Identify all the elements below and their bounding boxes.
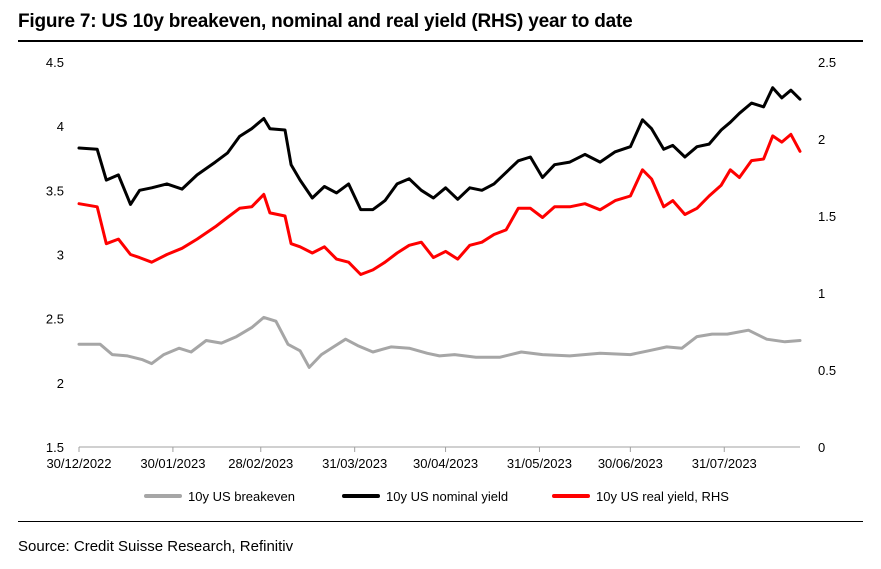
legend-label-real: 10y US real yield, RHS xyxy=(596,488,729,504)
left-tick-label: 2 xyxy=(57,376,64,391)
legend-item-breakeven: 10y US breakeven xyxy=(144,486,295,506)
legend: 10y US breakeven 10y US nominal yield 10… xyxy=(0,486,881,506)
x-tick-label: 31/07/2023 xyxy=(692,456,757,471)
right-tick-label: 2.5 xyxy=(818,55,836,70)
right-tick-label: 0.5 xyxy=(818,363,836,378)
right-tick-label: 1 xyxy=(818,286,825,301)
x-tick-label: 31/03/2023 xyxy=(322,456,387,471)
right-axis-ticks: 0 0.5 1 1.5 2 2.5 xyxy=(818,55,836,455)
left-tick-label: 2.5 xyxy=(46,312,64,327)
right-tick-label: 2 xyxy=(818,132,825,147)
x-tick-label: 30/04/2023 xyxy=(413,456,478,471)
left-tick-label: 4.5 xyxy=(46,55,64,70)
series-layer xyxy=(77,86,802,369)
left-tick-label: 3 xyxy=(57,248,64,263)
line-chart: 1.522.533.544.5 00.511.522.5 30/12/2022 3… xyxy=(46,55,836,471)
x-tick-label: 31/05/2023 xyxy=(507,456,572,471)
x-tick-label: 30/12/2022 xyxy=(46,456,111,471)
left-axis-ticks: 1.5 2 2.5 3 3.5 4 4.5 xyxy=(46,55,64,455)
series-line-nominal xyxy=(77,86,802,212)
legend-swatch-breakeven xyxy=(144,494,182,498)
left-tick-label: 4 xyxy=(57,119,64,134)
title-rule xyxy=(18,40,863,42)
x-axis-ticks: 30/12/2022 30/01/2023 28/02/2023 31/03/2023… xyxy=(46,447,757,471)
figure-title: Figure 7: US 10y breakeven, nominal and … xyxy=(18,11,633,32)
legend-swatch-real xyxy=(552,494,590,498)
legend-item-nominal: 10y US nominal yield xyxy=(342,486,508,506)
source-note: Source: Credit Suisse Research, Refiniti… xyxy=(18,538,294,555)
left-tick-label: 3.5 xyxy=(46,183,64,198)
right-tick-label: 0 xyxy=(818,440,825,455)
footer-rule xyxy=(18,521,863,522)
legend-label-nominal: 10y US nominal yield xyxy=(386,488,509,504)
legend-swatch-nominal xyxy=(342,494,380,498)
x-tick-label: 30/06/2023 xyxy=(598,456,663,471)
series-line-breakeven xyxy=(77,315,802,369)
legend-label-breakeven: 10y US breakeven xyxy=(188,488,295,504)
series-line-real xyxy=(77,132,802,276)
legend-item-real: 10y US real yield, RHS xyxy=(552,486,729,506)
x-tick-label: 28/02/2023 xyxy=(228,456,293,471)
left-tick-label: 1.5 xyxy=(46,440,64,455)
right-tick-label: 1.5 xyxy=(818,209,836,224)
x-tick-label: 30/01/2023 xyxy=(140,456,205,471)
